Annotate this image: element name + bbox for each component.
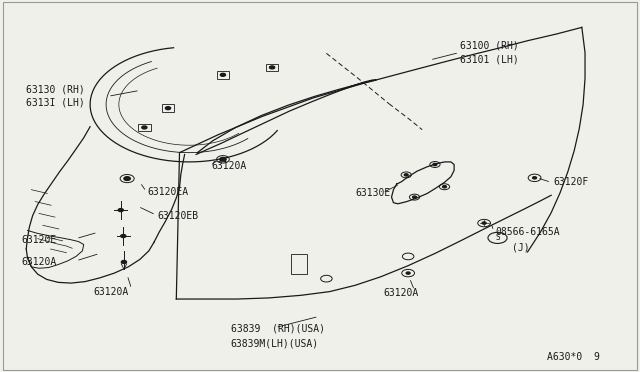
Text: 63120F: 63120F — [553, 177, 588, 187]
Circle shape — [122, 260, 127, 263]
Text: 63101 (LH): 63101 (LH) — [461, 55, 519, 65]
Text: 63120A: 63120A — [93, 286, 129, 296]
Circle shape — [433, 163, 437, 166]
Text: 63120A: 63120A — [211, 161, 246, 171]
Circle shape — [220, 157, 226, 161]
Text: 63839  (RH)(USA): 63839 (RH)(USA) — [230, 324, 324, 334]
Text: 63120A: 63120A — [384, 288, 419, 298]
Text: (J): (J) — [511, 242, 529, 252]
Text: 63839M(LH)(USA): 63839M(LH)(USA) — [230, 339, 319, 349]
Circle shape — [406, 272, 410, 274]
Circle shape — [142, 126, 147, 129]
Circle shape — [121, 235, 126, 237]
Text: 63120E: 63120E — [21, 235, 56, 245]
Text: 63120EB: 63120EB — [157, 211, 198, 221]
Text: 63120EA: 63120EA — [148, 187, 189, 196]
Circle shape — [124, 177, 131, 180]
Circle shape — [220, 73, 225, 76]
Text: 63100 (RH): 63100 (RH) — [461, 40, 519, 50]
Circle shape — [413, 196, 417, 198]
Bar — [291, 254, 307, 274]
Text: 63120A: 63120A — [21, 257, 56, 267]
Circle shape — [532, 177, 536, 179]
Text: 63130 (RH): 63130 (RH) — [26, 85, 85, 94]
Circle shape — [269, 66, 275, 69]
Bar — [162, 105, 174, 112]
Text: 08566-6165A: 08566-6165A — [495, 227, 560, 237]
Text: A630*0  9: A630*0 9 — [547, 352, 600, 362]
Text: 6313I (LH): 6313I (LH) — [26, 97, 85, 108]
Text: 63130E: 63130E — [355, 188, 390, 198]
Circle shape — [118, 209, 124, 212]
Bar — [266, 64, 278, 71]
Circle shape — [166, 107, 171, 110]
Bar — [216, 71, 229, 78]
Circle shape — [404, 174, 408, 176]
Text: S: S — [495, 233, 500, 243]
Circle shape — [443, 186, 447, 188]
Bar — [138, 124, 151, 131]
Circle shape — [482, 222, 486, 224]
